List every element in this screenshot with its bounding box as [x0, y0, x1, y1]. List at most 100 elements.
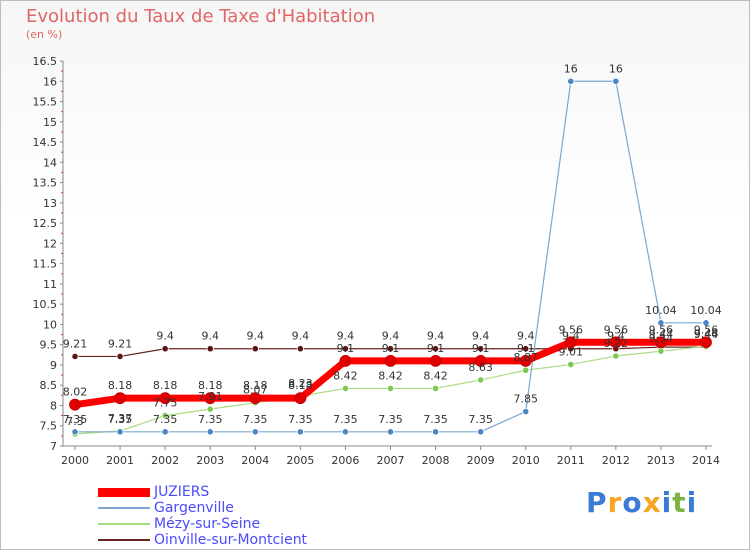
data-label: 8.87 — [513, 351, 538, 364]
data-label: 7.35 — [153, 413, 178, 426]
y-tick-label: 11 — [43, 278, 57, 291]
chart-title: Evolution du Taux de Taxe d'Habitation — [26, 6, 376, 27]
data-label: 9.4 — [292, 330, 310, 343]
y-tick-label: 13 — [43, 197, 57, 210]
data-point — [341, 384, 350, 393]
data-label: 9.44 — [649, 328, 674, 341]
x-tick-label: 2008 — [422, 454, 450, 467]
x-tick-label: 2011 — [557, 454, 585, 467]
data-point — [206, 428, 214, 436]
data-point — [69, 398, 81, 411]
data-point — [386, 428, 395, 436]
data-label: 9.1 — [517, 342, 535, 355]
data-label: 9.44 — [694, 328, 719, 341]
y-tick-label: 9 — [50, 359, 57, 372]
data-point — [609, 336, 622, 349]
x-tick-label: 2001 — [106, 454, 134, 467]
data-label: 9.56 — [604, 323, 629, 336]
data-label: 7.35 — [378, 413, 403, 426]
data-label: 9.56 — [559, 323, 584, 336]
y-tick-label: 12 — [43, 237, 57, 250]
data-label: 9.22 — [604, 337, 629, 350]
x-tick-label: 2003 — [196, 454, 224, 467]
data-point — [612, 77, 620, 85]
y-tick-label: 8.5 — [40, 379, 58, 392]
data-point — [429, 354, 442, 367]
data-point — [477, 428, 485, 436]
data-point — [431, 384, 440, 393]
data-point — [114, 392, 126, 405]
logo-letter: r — [607, 486, 623, 519]
logo-letter: x — [642, 486, 662, 519]
data-label: 9.4 — [337, 330, 355, 343]
y-tick-label: 8 — [50, 399, 57, 412]
data-label: 9.4 — [472, 330, 490, 343]
data-label: 8.18 — [288, 379, 313, 392]
legend-swatch — [98, 487, 150, 497]
data-label: 7.75 — [153, 397, 178, 410]
data-label: 9.56 — [694, 323, 719, 336]
data-label: 7.35 — [63, 413, 88, 426]
data-point — [564, 336, 577, 349]
data-label: 7.35 — [198, 413, 223, 426]
data-label: 8.42 — [423, 369, 448, 382]
data-point — [206, 345, 214, 353]
legend-item: Gargenville — [98, 500, 307, 516]
data-point — [159, 392, 172, 405]
data-label: 10.04 — [645, 304, 677, 317]
data-label: 9.4 — [156, 330, 174, 343]
data-label: 8.18 — [243, 379, 268, 392]
data-point — [116, 428, 124, 436]
x-tick-label: 2006 — [331, 454, 359, 467]
legend-item: Oinville-sur-Montcient — [98, 532, 307, 548]
legend-item: Mézy-sur-Seine — [98, 516, 307, 532]
data-point — [386, 345, 395, 353]
data-label: 8.23 — [288, 377, 313, 390]
data-point — [612, 352, 620, 360]
x-tick-label: 2002 — [151, 454, 179, 467]
legend-label: Oinville-sur-Montcient — [154, 532, 308, 548]
logo-letter: i — [686, 486, 698, 519]
legend-swatch — [98, 507, 150, 509]
legend-label: JUZIERS — [154, 484, 210, 500]
data-label: 8.02 — [63, 386, 88, 399]
y-tick-label: 10 — [43, 318, 57, 331]
y-tick-label: 9.5 — [40, 339, 58, 352]
data-point — [161, 345, 169, 353]
data-label: 9.4 — [201, 330, 219, 343]
data-label: 8.63 — [468, 361, 493, 374]
logo-letter: o — [622, 486, 643, 519]
data-label: 9.56 — [649, 323, 674, 336]
data-point — [384, 354, 397, 367]
data-point — [477, 376, 485, 384]
y-tick-label: 16.5 — [33, 55, 58, 68]
data-point — [206, 405, 214, 413]
data-label: 7.35 — [288, 413, 313, 426]
y-tick-label: 11.5 — [33, 258, 58, 271]
logo-letter: P — [586, 486, 608, 519]
x-tick-label: 2000 — [61, 454, 89, 467]
data-point — [249, 392, 262, 405]
x-tick-label: 2007 — [377, 454, 405, 467]
data-point — [431, 428, 440, 436]
data-label: 8.18 — [108, 379, 133, 392]
data-point — [341, 345, 350, 353]
y-tick-label: 7.5 — [40, 420, 58, 433]
chart-unit: (en %) — [26, 28, 63, 41]
data-point — [567, 77, 575, 85]
data-point — [71, 352, 79, 361]
logo-letter: i — [661, 486, 673, 519]
data-label: 7.37 — [108, 412, 133, 425]
y-tick-label: 12.5 — [33, 217, 58, 230]
data-label: 9.1 — [382, 342, 400, 355]
legend-label: Gargenville — [154, 500, 234, 516]
data-label: 16 — [609, 62, 623, 75]
legend-item: JUZIERS — [98, 484, 307, 500]
data-label: 7.35 — [423, 413, 448, 426]
data-point — [339, 354, 352, 367]
proxiti-logo: Proxiti — [586, 486, 697, 519]
y-tick-label: 10.5 — [33, 298, 58, 311]
data-label: 10.04 — [690, 304, 722, 317]
data-label: 9.4 — [607, 330, 625, 343]
